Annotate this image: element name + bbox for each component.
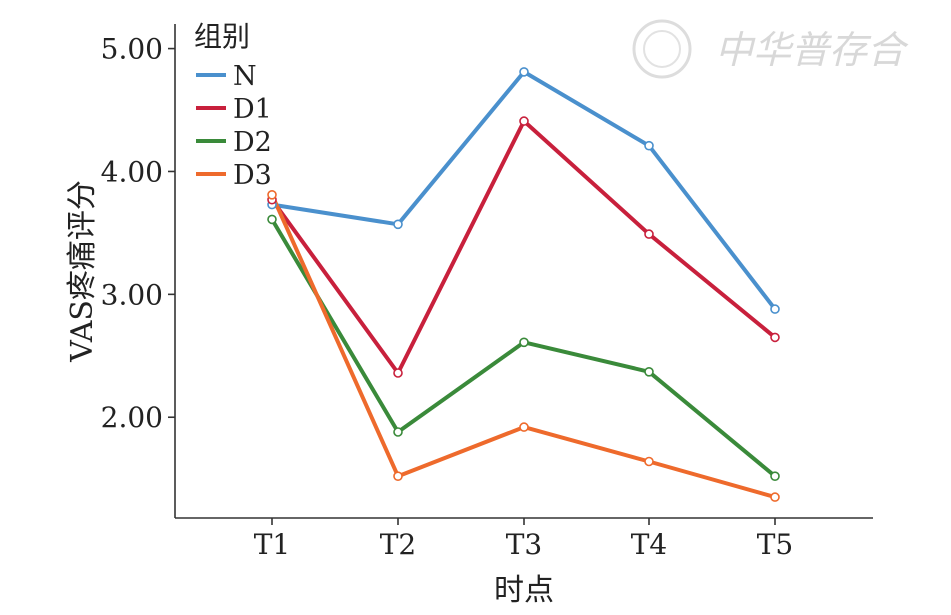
data-point-n (770, 304, 780, 314)
x-tick-label: T5 (757, 528, 794, 561)
legend-label-n: N (233, 61, 257, 92)
data-point-d2 (644, 366, 654, 377)
data-point-n (519, 67, 529, 77)
data-point-d3 (770, 492, 780, 502)
y-axis-title: VAS疼痛评分 (65, 180, 100, 363)
data-point-d2 (267, 214, 277, 225)
data-point-d2 (393, 427, 403, 437)
data-point-d2 (519, 337, 529, 348)
x-axis-title: 时点 (494, 573, 554, 608)
y-tick-label: 4.00 (101, 155, 163, 188)
legend-label-d2: D2 (233, 127, 272, 158)
x-tick-label: T2 (380, 528, 417, 561)
legend-title: 组别 (194, 20, 250, 53)
data-point-n (393, 219, 403, 230)
series-line-d2 (270, 217, 777, 479)
series-layer (267, 67, 780, 502)
data-point-d1 (644, 229, 654, 239)
legend-label-d3: D3 (233, 160, 272, 191)
watermark-text: 中华普存合 (715, 28, 909, 72)
x-tick-label: T4 (631, 528, 668, 561)
data-point-d3 (267, 190, 277, 200)
watermark: 中华普存合 (632, 19, 909, 79)
x-ticks: T1 T2 T3 T4 T5 (254, 518, 794, 561)
y-tick-label: 2.00 (101, 401, 163, 434)
y-tick-label: 3.00 (101, 278, 163, 311)
series-line-d1 (270, 119, 777, 375)
data-point-d2 (770, 471, 780, 482)
data-point-n (644, 140, 654, 151)
data-point-d3 (519, 422, 529, 432)
x-tick-label: T3 (506, 528, 543, 561)
legend-label-d1: D1 (233, 94, 272, 125)
y-ticks: 2.00 3.00 4.00 5.00 (101, 33, 175, 434)
data-point-d3 (644, 456, 654, 467)
watermark-seal-icon (632, 19, 692, 79)
data-point-d1 (519, 116, 529, 126)
y-tick-label: 5.00 (101, 33, 163, 66)
data-point-d3 (393, 471, 403, 482)
data-point-d1 (393, 368, 403, 378)
data-point-d1 (770, 332, 780, 343)
watermark-seal-inner-icon (643, 30, 681, 68)
axes (174, 24, 873, 519)
x-tick-label: T1 (254, 528, 291, 561)
